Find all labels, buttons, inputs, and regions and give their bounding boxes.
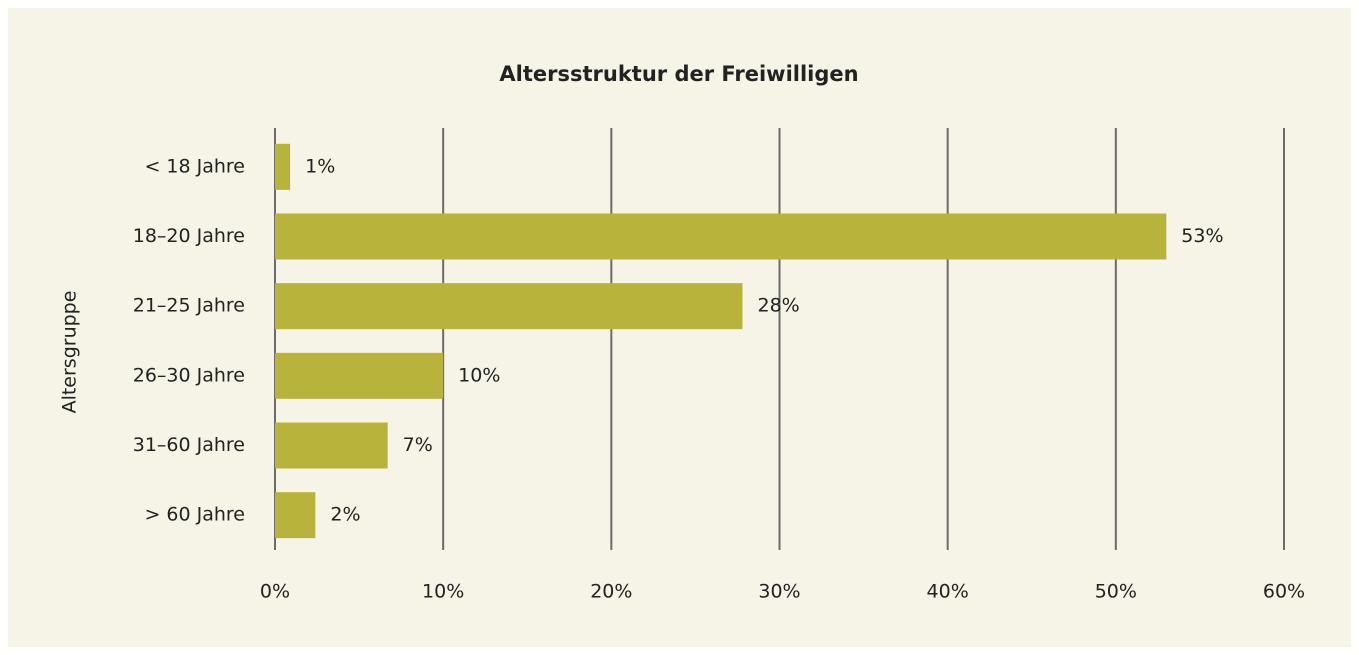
bar	[275, 143, 291, 190]
chart-title: Altersstruktur der Freiwilligen	[499, 62, 858, 86]
bar	[275, 283, 743, 330]
y-tick-label: 31–60 Jahre	[133, 434, 245, 456]
x-tick-label: 30%	[758, 581, 800, 603]
bar	[275, 213, 1167, 260]
bar	[275, 422, 388, 469]
y-axis-label: Altersgruppe	[59, 291, 81, 414]
bar	[275, 352, 444, 399]
x-tick-label: 50%	[1095, 581, 1137, 603]
data-label: 10%	[458, 364, 500, 386]
x-tick-label: 40%	[927, 581, 969, 603]
data-label: 1%	[305, 155, 335, 177]
bar	[275, 492, 316, 539]
x-tick-label: 10%	[422, 581, 464, 603]
y-tick-label: 26–30 Jahre	[133, 364, 245, 386]
y-tick-label: 18–20 Jahre	[133, 225, 245, 247]
data-label: 28%	[758, 295, 800, 317]
data-label: 53%	[1181, 225, 1223, 247]
y-tick-label: < 18 Jahre	[144, 155, 245, 177]
x-tick-label: 20%	[590, 581, 632, 603]
x-tick-label: 60%	[1263, 581, 1305, 603]
y-tick-label: > 60 Jahre	[144, 504, 245, 526]
x-tick-label: 0%	[260, 581, 290, 603]
data-label: 2%	[330, 504, 360, 526]
data-label: 7%	[403, 434, 433, 456]
y-tick-label: 21–25 Jahre	[133, 295, 245, 317]
